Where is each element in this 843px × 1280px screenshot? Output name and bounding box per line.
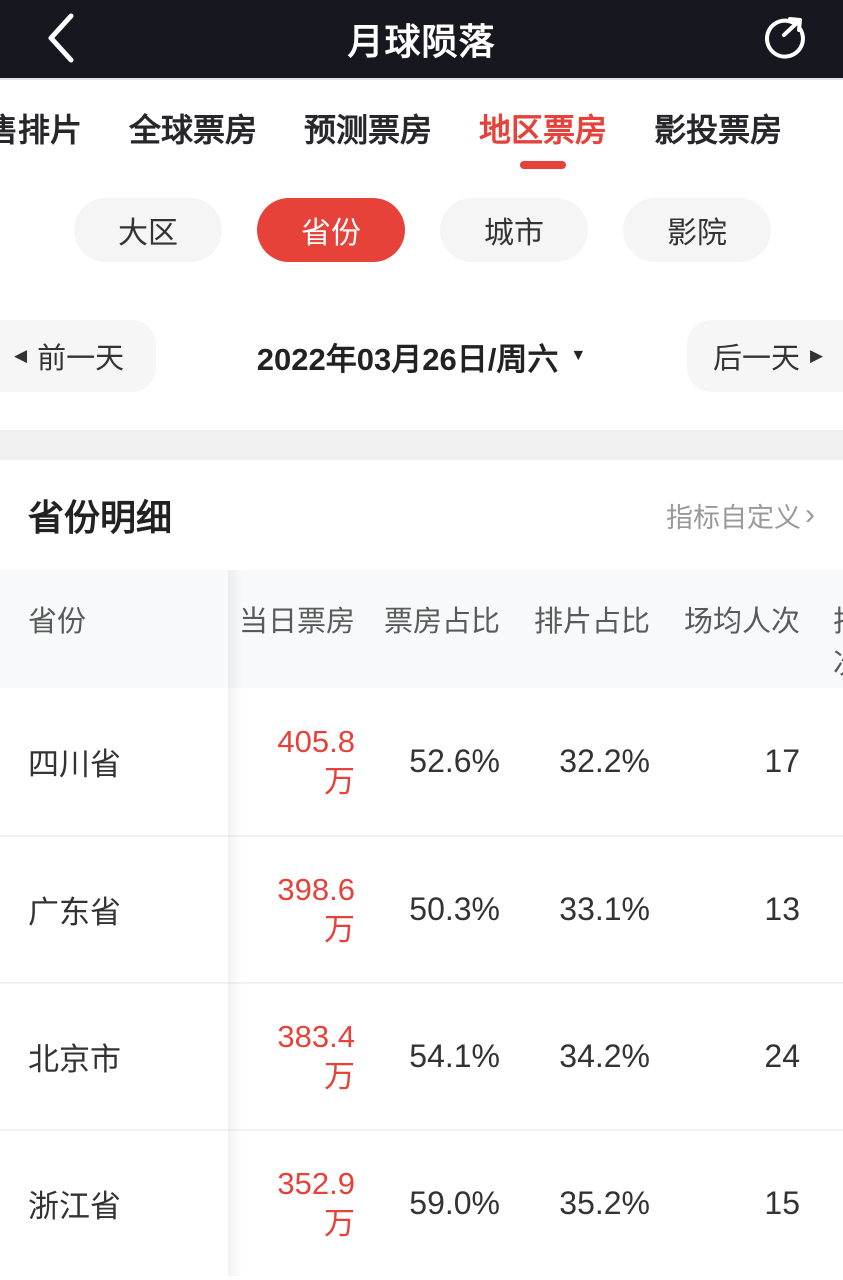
next-day-button[interactable]: 后一天 ▶ bbox=[687, 320, 843, 392]
filter-cinema[interactable]: 影院 bbox=[623, 198, 771, 262]
avg-attendance: 24 bbox=[764, 1038, 800, 1074]
table-row[interactable]: 浙江省 352.9 万 59.0% 35.2% 15 bbox=[0, 1129, 843, 1276]
prev-day-label: 前一天 bbox=[37, 343, 125, 375]
column-header-screening-share: 排片占比 bbox=[533, 606, 650, 638]
section-divider bbox=[0, 430, 843, 460]
table-row[interactable]: 广东省 398.6 万 50.3% 33.1% 13 bbox=[0, 835, 843, 982]
boxoffice-value: 398.6 bbox=[277, 871, 355, 907]
screening-share: 34.2% bbox=[559, 1038, 650, 1074]
date-selector[interactable]: 2022年03月26日/周六 ▼ bbox=[0, 320, 843, 392]
boxoffice-share: 59.0% bbox=[409, 1185, 500, 1221]
daily-boxoffice: 398.6 万 bbox=[228, 870, 355, 949]
tab-forecast-boxoffice[interactable]: 预测票房 bbox=[304, 80, 432, 176]
tab-presale-screening[interactable]: 售排片 bbox=[0, 80, 82, 176]
share-icon bbox=[760, 15, 806, 66]
tab-label: 预测票房 bbox=[304, 112, 433, 148]
boxoffice-unit: 万 bbox=[324, 1205, 355, 1241]
column-header-avg-attendance: 场均人次 bbox=[683, 606, 800, 638]
column-header-partial: 排片场次 bbox=[800, 570, 843, 682]
prev-day-button[interactable]: ◀ 前一天 bbox=[0, 320, 156, 392]
boxoffice-value: 352.9 bbox=[277, 1165, 355, 1201]
boxoffice-share: 54.1% bbox=[409, 1038, 500, 1074]
back-button[interactable] bbox=[30, 0, 90, 80]
province-name: 四川省 bbox=[28, 747, 121, 782]
pill-label: 城市 bbox=[484, 217, 544, 250]
province-name: 广东省 bbox=[28, 895, 121, 930]
avg-attendance: 13 bbox=[764, 891, 800, 927]
screening-share: 33.1% bbox=[559, 891, 650, 927]
boxoffice-share: 52.6% bbox=[409, 743, 500, 779]
right-triangle-icon: ▶ bbox=[810, 346, 824, 365]
province-name: 北京市 bbox=[28, 1042, 121, 1077]
tab-label: 全球票房 bbox=[129, 112, 258, 148]
tab-region-boxoffice[interactable]: 地区票房 bbox=[479, 80, 607, 176]
filter-city[interactable]: 城市 bbox=[440, 198, 588, 262]
boxoffice-value: 383.4 bbox=[277, 1018, 355, 1054]
table-row[interactable]: 四川省 405.8 万 52.6% 32.2% 17 bbox=[0, 688, 843, 835]
section-header: 省份明细 指标自定义 › bbox=[0, 460, 843, 570]
app-bar: 月球陨落 bbox=[0, 0, 843, 80]
column-header-province: 省份 bbox=[28, 606, 87, 638]
pill-label: 大区 bbox=[118, 217, 178, 250]
pill-label: 影院 bbox=[667, 217, 727, 250]
province-name: 浙江省 bbox=[28, 1189, 121, 1224]
tab-global-boxoffice[interactable]: 全球票房 bbox=[129, 80, 257, 176]
boxoffice-unit: 万 bbox=[324, 763, 355, 799]
page-title: 月球陨落 bbox=[347, 21, 496, 62]
daily-boxoffice: 352.9 万 bbox=[228, 1164, 355, 1243]
customize-metrics-link[interactable]: 指标自定义 › bbox=[666, 496, 815, 535]
region-filter-row: 大区 省份 城市 影院 bbox=[0, 176, 843, 298]
customize-label: 指标自定义 bbox=[666, 502, 801, 533]
filter-district[interactable]: 大区 bbox=[74, 198, 222, 262]
section-title: 省份明细 bbox=[28, 497, 173, 538]
chevron-down-icon: ▼ bbox=[570, 347, 587, 364]
boxoffice-unit: 万 bbox=[324, 1058, 355, 1094]
boxoffice-unit: 万 bbox=[324, 911, 355, 947]
boxoffice-share: 50.3% bbox=[409, 891, 500, 927]
column-header-boxoffice-share: 票房占比 bbox=[383, 606, 500, 638]
tab-label: 影投票房 bbox=[654, 112, 783, 148]
pill-label: 省份 bbox=[301, 217, 361, 250]
left-triangle-icon: ◀ bbox=[14, 346, 28, 365]
column-header-daily-boxoffice: 当日票房 bbox=[238, 606, 355, 638]
tab-cinema-investor-boxoffice[interactable]: 影投票房 bbox=[654, 80, 782, 176]
back-icon bbox=[43, 12, 77, 69]
tab-label: 地区票房 bbox=[479, 112, 608, 148]
date-label: 2022年03月26日/周六 bbox=[256, 341, 559, 377]
share-button[interactable] bbox=[751, 0, 815, 80]
daily-boxoffice: 405.8 万 bbox=[228, 722, 355, 801]
chevron-right-icon: › bbox=[805, 498, 815, 531]
province-table: 省份 当日票房 票房占比 排片占比 场均人次 排片场次 四川省 405.8 万 … bbox=[0, 570, 843, 1276]
screening-share: 35.2% bbox=[559, 1185, 650, 1221]
tab-label: 售排片 bbox=[0, 112, 83, 148]
avg-attendance: 15 bbox=[764, 1185, 800, 1221]
daily-boxoffice: 383.4 万 bbox=[228, 1017, 355, 1096]
boxoffice-value: 405.8 bbox=[277, 723, 355, 759]
tab-bar: 售排片 全球票房 预测票房 地区票房 影投票房 bbox=[0, 80, 843, 176]
filter-province[interactable]: 省份 bbox=[257, 198, 405, 262]
spacer bbox=[0, 410, 843, 430]
table-header-row: 省份 当日票房 票房占比 排片占比 场均人次 排片场次 bbox=[0, 570, 843, 688]
table-row[interactable]: 北京市 383.4 万 54.1% 34.2% 24 bbox=[0, 982, 843, 1129]
date-nav: ◀ 前一天 2022年03月26日/周六 ▼ 后一天 ▶ bbox=[0, 298, 843, 410]
screening-share: 32.2% bbox=[559, 743, 650, 779]
next-day-label: 后一天 bbox=[713, 343, 801, 375]
avg-attendance: 17 bbox=[764, 743, 800, 779]
